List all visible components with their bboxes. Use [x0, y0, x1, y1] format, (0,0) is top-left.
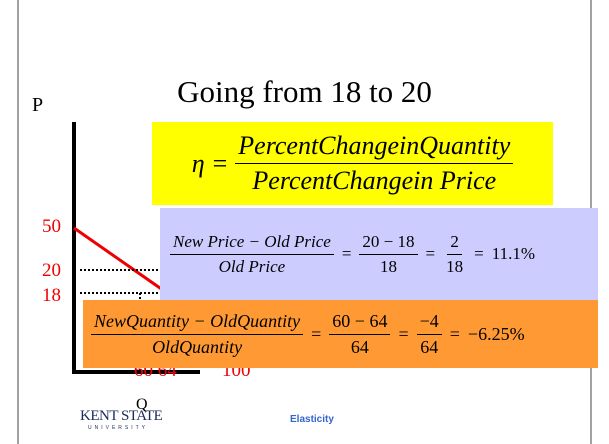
- denominator: 18: [379, 256, 397, 276]
- denominator: 64: [420, 336, 439, 357]
- numerator: 20 − 18: [359, 232, 418, 255]
- x-axis-label: Q: [136, 396, 148, 413]
- denominator: Old Price: [218, 256, 286, 276]
- logo: KENT STATE: [80, 408, 163, 424]
- numerator: PercentChangeinQuantity: [235, 131, 514, 164]
- y-tick-label: 18: [42, 285, 61, 306]
- result: −6.25%: [467, 323, 525, 344]
- fraction: 20 − 18 18: [359, 232, 418, 277]
- denominator: PercentChangein Price: [252, 166, 497, 195]
- result: 11.1%: [491, 244, 535, 263]
- fraction: 2 18: [443, 232, 466, 277]
- quantity-change-box: NewQuantity − OldQuantity OldQuantity = 6…: [83, 300, 598, 368]
- fraction: −4 64: [416, 311, 442, 358]
- operator: =: [311, 323, 322, 344]
- y-tick-label: 20: [42, 260, 61, 281]
- logo-subtitle: UNIVERSITY: [88, 425, 149, 431]
- numerator: −4: [416, 311, 442, 335]
- fraction: 60 − 64 64: [329, 311, 391, 358]
- denominator: OldQuantity: [152, 336, 243, 357]
- operator: =: [341, 244, 352, 263]
- operator: =: [474, 244, 484, 263]
- formula-symbol: η: [191, 148, 205, 178]
- fraction: New Price − Old Price Old Price: [170, 232, 334, 277]
- numerator: 2: [447, 232, 462, 255]
- operator: =: [212, 148, 228, 178]
- elasticity-formula: η = PercentChangeinQuantity PercentChang…: [152, 122, 553, 205]
- denominator: 64: [350, 336, 369, 357]
- demand-curve: [73, 226, 171, 297]
- denominator: 18: [446, 256, 464, 276]
- fraction: PercentChangeinQuantity PercentChangein …: [235, 131, 514, 196]
- fraction: NewQuantity − OldQuantity OldQuantity: [91, 311, 304, 358]
- operator: =: [425, 244, 436, 263]
- numerator: 60 − 64: [329, 311, 391, 335]
- operator: =: [398, 323, 409, 344]
- slide-title: Going from 18 to 20: [177, 74, 432, 109]
- numerator: NewQuantity − OldQuantity: [91, 311, 304, 335]
- numerator: New Price − Old Price: [170, 232, 334, 255]
- y-tick-label: 50: [42, 216, 61, 237]
- operator: =: [449, 323, 460, 344]
- price-change-box: New Price − Old Price Old Price = 20 − 18…: [160, 208, 598, 300]
- footer-topic: Elasticity: [290, 414, 334, 425]
- y-axis-label: P: [32, 94, 44, 116]
